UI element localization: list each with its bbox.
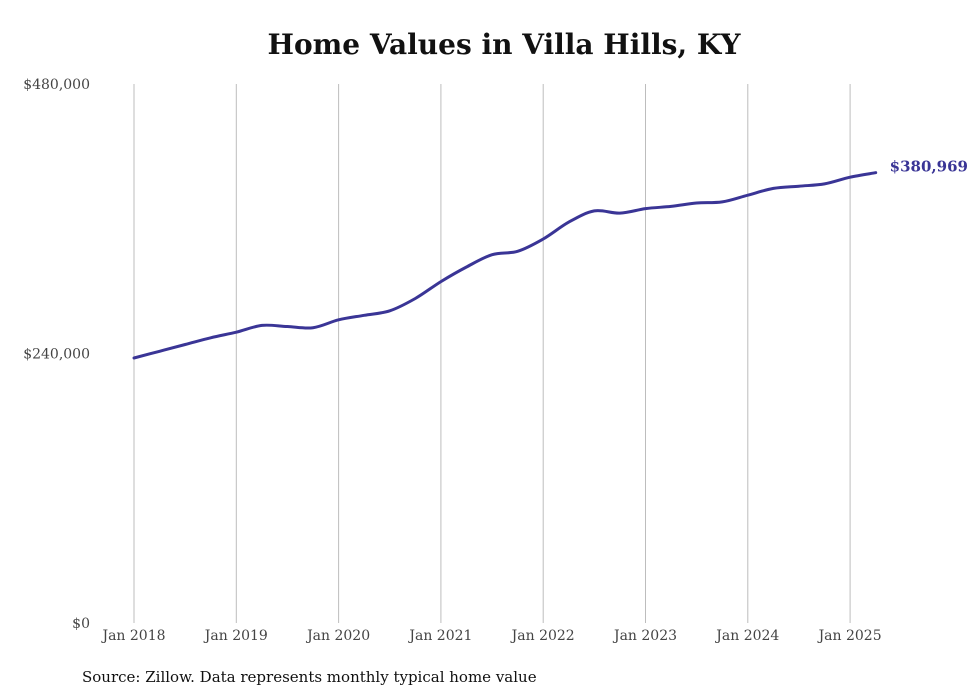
x-tick-label: Jan 2025 [817,628,882,644]
series-group: $380,969 [132,158,968,360]
x-tick-label: Jan 2019 [203,628,268,644]
y-tick-label: $240,000 [23,347,90,363]
y-tick-label: $480,000 [23,77,90,93]
end-value-label: $380,969 [890,158,968,176]
x-tick-label: Jan 2024 [714,628,779,644]
series-line [132,171,878,360]
x-tick-label: Jan 2022 [510,628,575,644]
y-tick-label: $0 [72,616,90,632]
chart-title: Home Values in Villa Hills, KY [267,28,741,61]
source-note: Source: Zillow. Data represents monthly … [82,668,537,686]
x-axis-ticks: Jan 2018 Jan 2019 Jan 2020 Jan 2021 Jan 2022… [100,628,881,644]
x-tick-label: Jan 2023 [612,628,677,644]
x-tick-label: Jan 2020 [305,628,370,644]
x-tick-label: Jan 2021 [407,628,472,644]
grid-lines [133,84,851,623]
x-tick-label: Jan 2018 [100,628,165,644]
y-axis-ticks: $0 $240,000 $480,000 [23,77,90,632]
